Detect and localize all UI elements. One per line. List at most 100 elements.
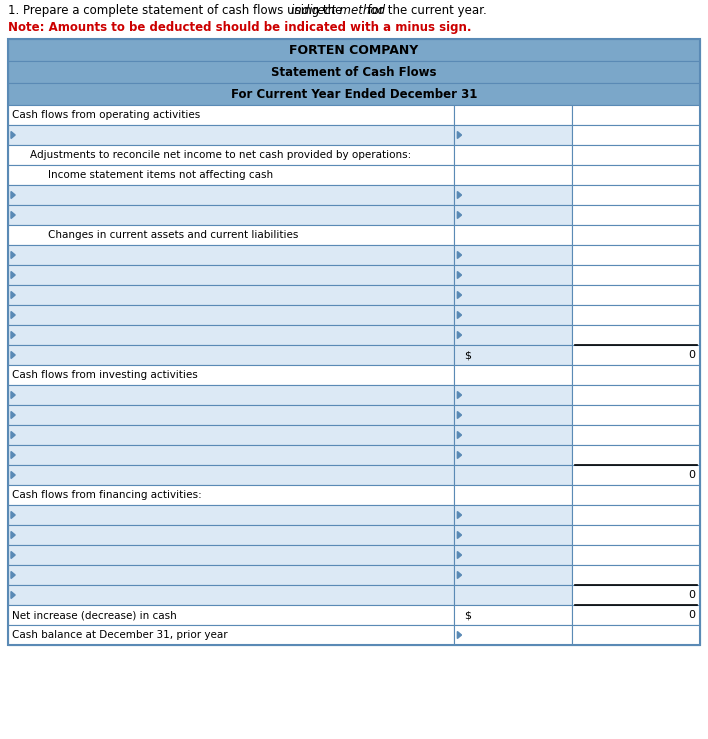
Bar — [8, 625, 455, 645]
Bar — [8, 525, 455, 545]
Bar — [8, 39, 700, 61]
Bar — [455, 525, 572, 545]
Bar — [455, 205, 572, 225]
Bar — [572, 125, 700, 145]
Bar — [8, 485, 455, 505]
Bar — [8, 265, 455, 285]
Bar — [8, 385, 455, 405]
Polygon shape — [11, 432, 15, 438]
Bar — [8, 61, 700, 83]
Polygon shape — [11, 531, 15, 539]
Text: $: $ — [464, 350, 472, 360]
Bar — [572, 145, 700, 165]
Bar — [8, 105, 455, 125]
Bar — [455, 485, 572, 505]
Polygon shape — [457, 191, 462, 199]
Bar — [8, 145, 455, 165]
Bar — [455, 125, 572, 145]
Text: Adjustments to reconcile net income to net cash provided by operations:: Adjustments to reconcile net income to n… — [30, 150, 411, 160]
Bar — [572, 185, 700, 205]
Polygon shape — [457, 211, 462, 219]
Bar — [455, 165, 572, 185]
Bar — [572, 325, 700, 345]
Bar — [455, 385, 572, 405]
Bar — [455, 145, 572, 165]
Bar — [455, 445, 572, 465]
Text: 1. Prepare a complete statement of cash flows using the: 1. Prepare a complete statement of cash … — [8, 4, 346, 17]
Text: FORTEN COMPANY: FORTEN COMPANY — [290, 44, 418, 56]
Polygon shape — [11, 191, 15, 199]
Bar — [8, 185, 455, 205]
Bar — [572, 445, 700, 465]
Polygon shape — [457, 332, 462, 338]
Polygon shape — [11, 352, 15, 358]
Bar — [8, 605, 455, 625]
Bar — [572, 525, 700, 545]
Polygon shape — [11, 511, 15, 519]
Bar — [572, 245, 700, 265]
Bar — [572, 205, 700, 225]
Polygon shape — [457, 392, 462, 398]
Polygon shape — [11, 211, 15, 219]
Bar — [8, 445, 455, 465]
Bar — [455, 585, 572, 605]
Bar — [572, 225, 700, 245]
Bar — [8, 405, 455, 425]
Bar — [8, 325, 455, 345]
Text: Cash flows from financing activities:: Cash flows from financing activities: — [12, 490, 202, 500]
Polygon shape — [11, 551, 15, 559]
Bar — [8, 225, 455, 245]
Text: Note: Amounts to be deducted should be indicated with a minus sign.: Note: Amounts to be deducted should be i… — [8, 21, 472, 34]
Text: Income statement items not affecting cash: Income statement items not affecting cas… — [48, 170, 273, 180]
Text: 0: 0 — [688, 590, 695, 600]
Bar — [455, 465, 572, 485]
Bar — [8, 465, 455, 485]
Bar — [455, 285, 572, 305]
Bar — [572, 305, 700, 325]
Bar — [8, 305, 455, 325]
Polygon shape — [457, 251, 462, 259]
Bar — [572, 265, 700, 285]
Bar — [8, 205, 455, 225]
Bar — [572, 165, 700, 185]
Bar — [572, 365, 700, 385]
Polygon shape — [457, 271, 462, 279]
Bar — [455, 505, 572, 525]
Bar — [8, 345, 455, 365]
Polygon shape — [457, 412, 462, 418]
Polygon shape — [11, 452, 15, 458]
Polygon shape — [457, 511, 462, 519]
Polygon shape — [11, 271, 15, 279]
Text: Cash balance at December 31, prior year: Cash balance at December 31, prior year — [12, 630, 228, 640]
Polygon shape — [11, 291, 15, 299]
Bar — [455, 225, 572, 245]
Bar — [8, 365, 455, 385]
Bar — [8, 39, 700, 645]
Polygon shape — [457, 291, 462, 299]
Polygon shape — [11, 392, 15, 398]
Bar — [572, 625, 700, 645]
Bar — [8, 245, 455, 265]
Polygon shape — [457, 312, 462, 319]
Bar — [455, 425, 572, 445]
Polygon shape — [11, 251, 15, 259]
Polygon shape — [11, 571, 15, 579]
Bar — [572, 345, 700, 365]
Bar — [455, 305, 572, 325]
Polygon shape — [457, 432, 462, 438]
Polygon shape — [457, 132, 462, 138]
Bar — [8, 545, 455, 565]
Text: Cash flows from investing activities: Cash flows from investing activities — [12, 370, 198, 380]
Bar — [572, 545, 700, 565]
Text: Statement of Cash Flows: Statement of Cash Flows — [271, 66, 437, 78]
Bar — [455, 105, 572, 125]
Polygon shape — [11, 312, 15, 319]
Polygon shape — [11, 132, 15, 138]
Bar — [455, 605, 572, 625]
Bar — [572, 285, 700, 305]
Bar — [572, 605, 700, 625]
Bar — [455, 185, 572, 205]
Bar — [572, 425, 700, 445]
Bar — [455, 245, 572, 265]
Polygon shape — [11, 471, 15, 478]
